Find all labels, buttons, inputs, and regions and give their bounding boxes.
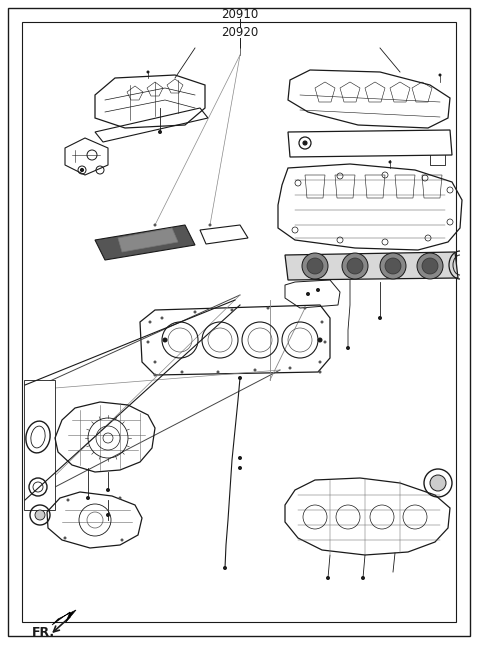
Circle shape [303, 307, 307, 310]
Circle shape [347, 258, 363, 274]
Circle shape [422, 258, 438, 274]
Text: 20920: 20920 [221, 26, 259, 39]
Circle shape [230, 309, 233, 312]
Circle shape [216, 371, 219, 373]
Circle shape [106, 488, 110, 492]
Circle shape [385, 258, 401, 274]
Circle shape [67, 498, 70, 502]
Circle shape [106, 513, 110, 517]
Circle shape [238, 456, 242, 460]
Circle shape [119, 496, 121, 500]
Circle shape [154, 373, 156, 377]
Circle shape [378, 316, 382, 320]
Circle shape [342, 253, 368, 279]
Circle shape [208, 223, 212, 227]
Circle shape [321, 320, 324, 324]
Circle shape [148, 320, 152, 324]
Circle shape [326, 576, 330, 580]
Circle shape [302, 253, 328, 279]
Circle shape [158, 130, 162, 134]
Circle shape [163, 337, 168, 343]
Circle shape [307, 258, 323, 274]
Text: FR.: FR. [32, 626, 55, 639]
Circle shape [86, 496, 90, 500]
Polygon shape [285, 252, 458, 280]
Circle shape [193, 310, 196, 314]
Circle shape [288, 367, 291, 369]
Circle shape [146, 71, 149, 73]
Circle shape [380, 253, 406, 279]
Circle shape [238, 466, 242, 470]
Circle shape [146, 341, 149, 343]
Circle shape [430, 475, 446, 491]
Polygon shape [118, 228, 178, 252]
Circle shape [81, 168, 84, 172]
Circle shape [316, 288, 320, 292]
Text: 20910: 20910 [221, 7, 259, 20]
Circle shape [417, 253, 443, 279]
Polygon shape [24, 380, 55, 510]
Circle shape [120, 538, 123, 542]
Circle shape [439, 73, 442, 77]
Circle shape [319, 360, 322, 364]
Circle shape [63, 536, 67, 540]
Circle shape [306, 292, 310, 296]
Circle shape [238, 376, 242, 380]
Circle shape [154, 360, 156, 364]
Circle shape [154, 223, 156, 227]
Circle shape [35, 510, 45, 520]
Circle shape [180, 371, 183, 373]
Circle shape [223, 566, 227, 570]
Circle shape [346, 346, 350, 350]
Circle shape [324, 341, 326, 343]
Circle shape [253, 369, 256, 371]
Polygon shape [52, 610, 76, 625]
Circle shape [303, 141, 307, 145]
Circle shape [319, 371, 322, 373]
Circle shape [317, 337, 323, 343]
Polygon shape [95, 225, 195, 260]
Circle shape [388, 160, 392, 164]
Circle shape [266, 307, 269, 310]
Circle shape [361, 576, 365, 580]
Circle shape [160, 316, 164, 320]
